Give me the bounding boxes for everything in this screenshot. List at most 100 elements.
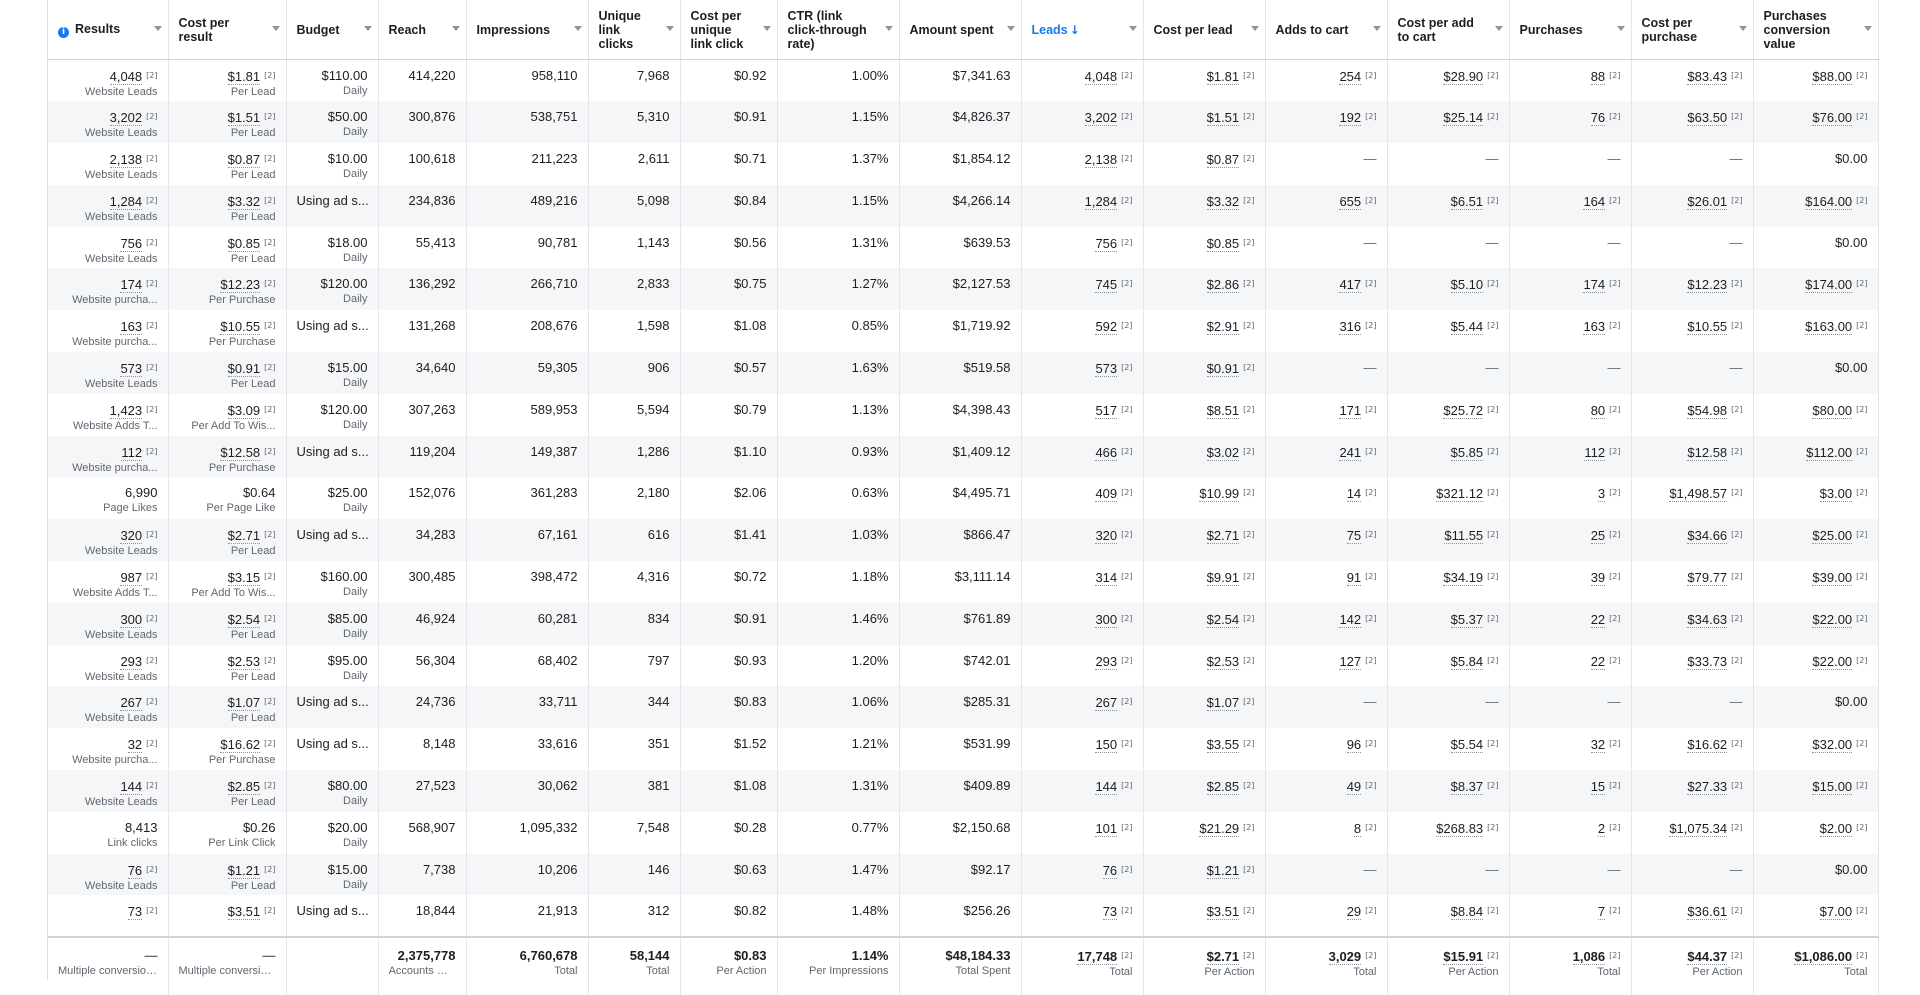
cell-number[interactable]: 573 xyxy=(120,361,143,378)
column-header-cost-per-lead[interactable]: Cost per lead xyxy=(1143,0,1266,60)
table-row[interactable]: 1,423 [2] Website Adds T... $3.09 [2] Per Add… xyxy=(48,393,1879,436)
column-header-cost-per-purchase[interactable]: Cost per purchase xyxy=(1631,0,1754,60)
table-row[interactable]: 163 [2] Website purcha... $10.55 [2] Per Purc… xyxy=(48,310,1879,353)
cell-number[interactable]: $1.07 xyxy=(227,695,261,712)
cell-number[interactable]: 163 xyxy=(1583,319,1606,336)
chevron-down-icon[interactable] xyxy=(573,25,582,31)
cell-number[interactable]: $22.00 xyxy=(1812,653,1853,670)
cell-number[interactable]: $2.54 xyxy=(1206,611,1240,628)
cell-number[interactable]: $2.91 xyxy=(1206,319,1240,336)
chevron-down-icon[interactable] xyxy=(271,25,280,31)
column-header-cost-per-add-to-cart[interactable]: Cost per add to cart xyxy=(1387,0,1510,60)
column-header-amount-spent[interactable]: Amount spent xyxy=(899,0,1022,60)
cell-number[interactable]: 73 xyxy=(1102,904,1118,921)
cell-number[interactable]: 101 xyxy=(1095,820,1118,837)
cell-number[interactable]: 15 xyxy=(1590,779,1606,796)
chevron-down-icon[interactable] xyxy=(762,25,771,31)
cell-number[interactable]: $12.58 xyxy=(1687,444,1728,461)
cell-number[interactable]: 39 xyxy=(1590,570,1606,587)
cell-number[interactable]: $164.00 xyxy=(1805,193,1853,210)
cell-number[interactable]: $2.53 xyxy=(227,653,261,670)
cell-number[interactable]: 756 xyxy=(120,235,143,252)
cell-number[interactable]: $34.63 xyxy=(1687,611,1728,628)
chevron-down-icon[interactable] xyxy=(884,25,893,31)
cell-number[interactable]: 320 xyxy=(120,528,143,545)
cell-number[interactable]: $88.00 xyxy=(1812,69,1853,85)
cell-number[interactable]: $5.85 xyxy=(1450,444,1484,461)
cell-number[interactable]: 466 xyxy=(1095,444,1118,461)
cell-number[interactable]: $10.99 xyxy=(1199,486,1240,503)
table-row[interactable]: 2,138 [2] Website Leads $0.87 [2] Per Lead $10… xyxy=(48,143,1879,185)
cell-number[interactable]: $12.23 xyxy=(220,277,261,294)
table-row[interactable]: 320 [2] Website Leads $2.71 [2] Per Lead Using… xyxy=(48,519,1879,562)
cell-number[interactable]: $6.51 xyxy=(1450,193,1484,210)
table-row[interactable]: 144 [2] Website Leads $2.85 [2] Per Lead $80.0… xyxy=(48,770,1879,812)
cell-number[interactable]: $9.91 xyxy=(1206,570,1240,587)
cell-number[interactable]: 293 xyxy=(120,653,143,670)
column-header-budget[interactable]: Budget xyxy=(286,0,379,60)
cell-number[interactable]: $26.01 xyxy=(1687,193,1728,210)
cell-number[interactable]: 1,086 xyxy=(1572,949,1606,966)
column-header-cost-per-unique-link-click[interactable]: Cost per unique link click xyxy=(680,0,778,60)
table-row[interactable]: 267 [2] Website Leads $1.07 [2] Per Lead Using… xyxy=(48,686,1879,729)
table-row[interactable]: 76 [2] Website Leads $1.21 [2] Per Lead $15.00… xyxy=(48,853,1879,896)
cell-number[interactable]: 2 xyxy=(1597,820,1606,837)
cell-number[interactable]: 174 xyxy=(1583,277,1606,294)
column-header-ctr-link-click-through-rate[interactable]: CTR (link click-through rate) xyxy=(777,0,900,60)
cell-number[interactable]: $1.21 xyxy=(227,862,261,879)
cell-number[interactable]: 112 xyxy=(121,444,143,461)
cell-number[interactable]: $1,498.57 xyxy=(1669,486,1728,503)
cell-number[interactable]: $8.51 xyxy=(1206,402,1240,419)
cell-number[interactable]: $5.54 xyxy=(1450,737,1484,754)
cell-number[interactable]: 73 xyxy=(127,904,143,921)
cell-number[interactable]: $2.53 xyxy=(1206,653,1240,670)
column-header-reach[interactable]: Reach xyxy=(378,0,467,60)
cell-number[interactable]: $0.85 xyxy=(1206,235,1240,252)
chevron-down-icon[interactable] xyxy=(1006,25,1015,31)
cell-number[interactable]: 320 xyxy=(1095,528,1118,545)
cell-number[interactable]: 171 xyxy=(1339,402,1362,419)
cell-number[interactable]: 1,284 xyxy=(1084,193,1118,210)
cell-number[interactable]: 293 xyxy=(1095,653,1118,670)
cell-number[interactable]: $25.14 xyxy=(1443,110,1484,127)
cell-number[interactable]: $28.90 xyxy=(1443,69,1484,85)
cell-number[interactable]: $22.00 xyxy=(1812,611,1853,628)
cell-number[interactable]: 7 xyxy=(1597,904,1606,921)
cell-number[interactable]: 2,138 xyxy=(1084,152,1118,169)
table-row[interactable]: 6,990 Page Likes $0.64 Per Page Like $25.00 D… xyxy=(48,477,1879,520)
cell-number[interactable]: $3.02 xyxy=(1206,444,1240,461)
cell-number[interactable]: $25.72 xyxy=(1443,402,1484,419)
cell-number[interactable]: $15.00 xyxy=(1812,779,1853,796)
chevron-down-icon[interactable] xyxy=(1372,25,1381,31)
cell-number[interactable]: 164 xyxy=(1583,193,1606,210)
cell-number[interactable]: $1.81 xyxy=(227,69,261,85)
cell-number[interactable]: 49 xyxy=(1346,779,1362,796)
cell-number[interactable]: 241 xyxy=(1339,444,1362,461)
cell-number[interactable]: $80.00 xyxy=(1812,402,1853,419)
cell-number[interactable]: 76 xyxy=(127,862,143,879)
column-header-unique-link-clicks[interactable]: Unique link clicks xyxy=(588,0,681,60)
cell-number[interactable]: 254 xyxy=(1339,69,1362,85)
chevron-down-icon[interactable] xyxy=(1494,25,1503,31)
cell-number[interactable]: $63.50 xyxy=(1687,110,1728,127)
cell-number[interactable]: $1.21 xyxy=(1206,862,1240,879)
table-row[interactable]: 987 [2] Website Adds T... $3.15 [2] Per Add T… xyxy=(48,561,1879,603)
cell-number[interactable]: $0.85 xyxy=(227,235,261,252)
cell-number[interactable]: $2.54 xyxy=(227,611,261,628)
cell-number[interactable]: $0.91 xyxy=(227,361,261,378)
cell-number[interactable]: 163 xyxy=(120,319,143,336)
chevron-down-icon[interactable] xyxy=(1616,25,1625,31)
chevron-down-icon[interactable] xyxy=(1128,25,1137,31)
cell-number[interactable]: $3.00 xyxy=(1819,486,1853,503)
cell-number[interactable]: $5.37 xyxy=(1450,611,1484,628)
cell-number[interactable]: 8 xyxy=(1353,820,1362,837)
chevron-down-icon[interactable] xyxy=(1863,25,1872,31)
cell-number[interactable]: 267 xyxy=(1095,695,1118,712)
cell-number[interactable]: 22 xyxy=(1590,611,1606,628)
cell-number[interactable]: 192 xyxy=(1339,110,1362,127)
cell-number[interactable]: 76 xyxy=(1102,862,1118,879)
cell-number[interactable]: $174.00 xyxy=(1805,277,1853,294)
column-header-cost-per-result[interactable]: Cost per result xyxy=(168,0,287,60)
table-row[interactable]: 3,202 [2] Website Leads $1.51 [2] Per Lead $50… xyxy=(48,101,1879,144)
cell-number[interactable]: 96 xyxy=(1346,737,1362,754)
